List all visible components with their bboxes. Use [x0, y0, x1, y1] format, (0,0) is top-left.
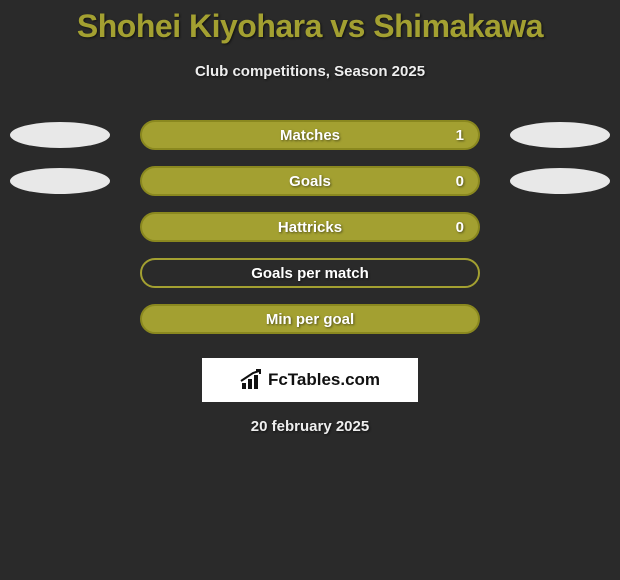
bar-wrapper: Matches 1 — [140, 120, 480, 150]
stat-value: 0 — [456, 173, 464, 190]
stat-bar: Goals 0 — [140, 166, 480, 196]
stat-label: Goals per match — [251, 265, 369, 282]
stat-bar: Goals per match — [140, 258, 480, 288]
page-title: Shohei Kiyohara vs Shimakawa — [0, 8, 620, 45]
stat-label: Matches — [280, 127, 340, 144]
left-ellipse — [10, 122, 110, 148]
subtitle: Club competitions, Season 2025 — [0, 63, 620, 80]
stat-bar: Matches 1 — [140, 120, 480, 150]
right-ellipse — [510, 122, 610, 148]
stat-row: Matches 1 — [0, 120, 620, 150]
bar-chart-icon — [240, 369, 264, 391]
stat-row: Goals per match — [0, 258, 620, 288]
stat-row: Goals 0 — [0, 166, 620, 196]
bar-wrapper: Goals per match — [140, 258, 480, 288]
stat-row: Min per goal — [0, 304, 620, 334]
stat-row: Hattricks 0 — [0, 212, 620, 242]
stat-bar: Hattricks 0 — [140, 212, 480, 242]
bar-wrapper: Hattricks 0 — [140, 212, 480, 242]
stat-value: 0 — [456, 219, 464, 236]
stats-comparison-card: Shohei Kiyohara vs Shimakawa Club compet… — [0, 0, 620, 435]
date-text: 20 february 2025 — [0, 418, 620, 435]
stat-label: Min per goal — [266, 311, 354, 328]
stat-value: 1 — [456, 127, 464, 144]
logo-box: FcTables.com — [202, 358, 418, 402]
bar-wrapper: Goals 0 — [140, 166, 480, 196]
right-ellipse — [510, 168, 610, 194]
logo-content: FcTables.com — [240, 369, 380, 391]
stat-label: Hattricks — [278, 219, 342, 236]
bar-wrapper: Min per goal — [140, 304, 480, 334]
stat-bar: Min per goal — [140, 304, 480, 334]
stat-label: Goals — [289, 173, 331, 190]
left-ellipse — [10, 168, 110, 194]
stats-list: Matches 1 Goals 0 Hattricks 0 Goals per match M… — [0, 120, 620, 334]
logo-text: FcTables.com — [268, 370, 380, 390]
